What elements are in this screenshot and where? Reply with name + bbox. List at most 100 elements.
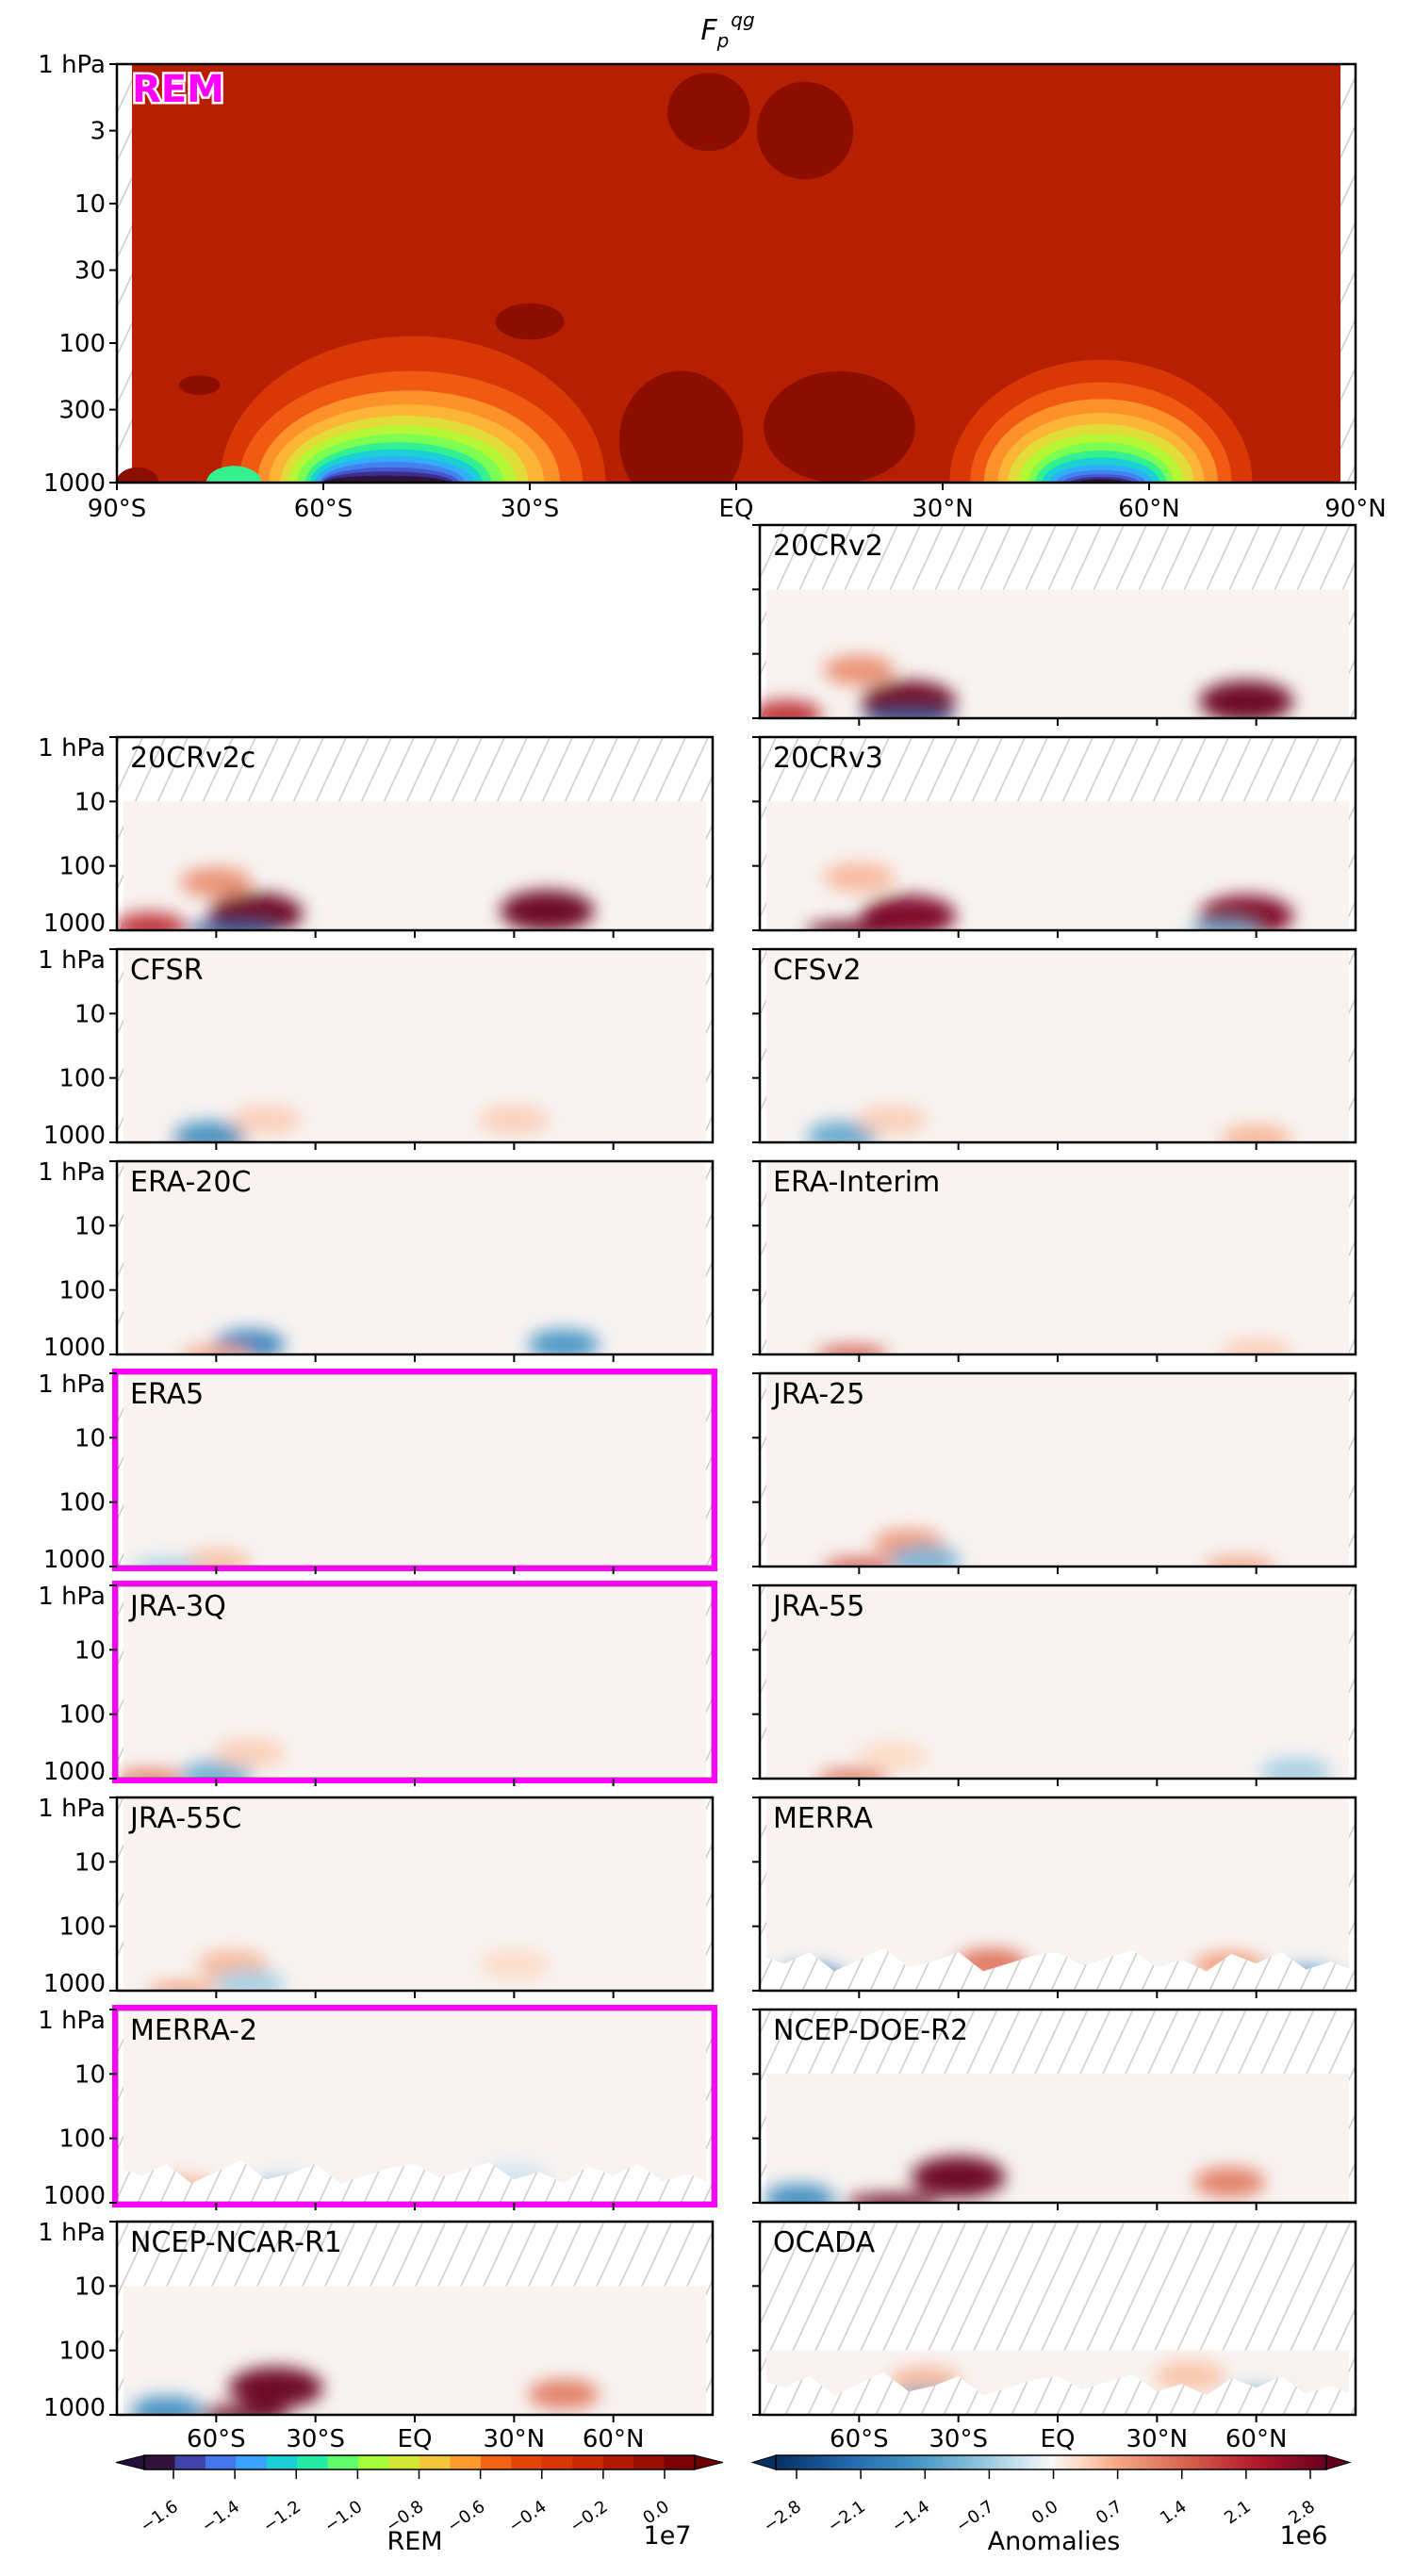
anomaly-feature: [911, 2156, 1006, 2198]
anomaly-feature: [180, 1548, 253, 1567]
below-surface-hatch: [760, 1947, 1356, 1991]
panel-field: [760, 525, 1356, 718]
rem-contour-level: [323, 475, 449, 483]
anomaly-feature: [173, 1121, 246, 1142]
anomaly-blobs: [806, 1105, 1292, 1142]
y-tick-label: 100: [58, 1701, 106, 1730]
colorbar-band: [664, 2455, 696, 2469]
y-tick-label: 10: [74, 2060, 106, 2089]
anomaly-feature: [528, 2379, 600, 2410]
panel-ocada: OCADA 60°S 30°S EQ 30°N 60°N: [752, 2220, 1357, 2453]
rem-dark-contour: [756, 81, 854, 180]
panel-label: NCEP-NCAR-R1: [130, 2226, 342, 2259]
anomaly-background: [123, 949, 706, 1142]
anomaly-feature: [823, 1557, 896, 1567]
y-tick-label: 1 hPa: [38, 51, 106, 79]
panel-field: [117, 1373, 713, 1567]
x-tick-label: 30°S: [286, 2425, 345, 2453]
anomaly-feature: [816, 1768, 889, 1779]
colorbar-band: [541, 2455, 573, 2469]
colorbar-frame: [775, 2454, 1327, 2470]
anomaly-blobs: [130, 1548, 253, 1567]
y-tick-label: 1 hPa: [38, 2219, 106, 2247]
colorbar-extend-max: [694, 2454, 724, 2470]
x-tick-label: 90°N: [1324, 495, 1387, 523]
y-tick-label: 10: [74, 1424, 106, 1452]
y-tick-label: 1 hPa: [38, 946, 106, 975]
x-tick-label: 30°S: [929, 2425, 988, 2453]
panel-jra-55c: JRA-55C 1 hPa 10 100 1000: [38, 1795, 715, 1998]
anomaly-feature: [862, 681, 956, 718]
rem-dark-contour: [764, 370, 915, 483]
panel-label: ERA5: [130, 1378, 204, 1411]
panel-field: [760, 1585, 1356, 1779]
panel-20crv2: 20CRv2: [752, 523, 1357, 726]
panel-field: [760, 1161, 1356, 1354]
colorbar-tick-label: −2.1: [824, 2497, 869, 2536]
anomaly-feature: [856, 1741, 929, 1772]
panel-label: ERA-Interim: [773, 1166, 940, 1199]
rem-dark-contour: [117, 467, 158, 483]
anomaly-feature: [213, 1969, 286, 1991]
y-tick-label: 10: [74, 1636, 106, 1665]
anomaly-blobs: [823, 1529, 1276, 1567]
x-tick-label: 60°N: [583, 2425, 645, 2453]
panel-field: [760, 2010, 1356, 2203]
colorbar-band: [144, 2455, 175, 2469]
colorbar-band: [511, 2455, 543, 2469]
x-tick-label: 60°N: [1118, 495, 1180, 523]
anomaly-blobs: [147, 1949, 551, 1991]
y-tick-label: 3: [90, 118, 106, 146]
panel-field: [117, 2222, 713, 2415]
colorbar-gradient: [776, 2455, 1326, 2469]
panel-era-20c: ERA-20C 1 hPa 10 100 1000: [38, 1158, 715, 1362]
colorbar-tick-label: −1.0: [321, 2497, 366, 2536]
colorbar-band: [450, 2455, 482, 2469]
rem-dark-contour: [178, 375, 221, 395]
anomaly-feature: [117, 911, 187, 930]
y-tick-label: 10: [74, 2272, 106, 2301]
colorbar-tick-label: 0.0: [1028, 2497, 1062, 2529]
panel-cfsv2: CFSv2: [752, 947, 1357, 1150]
y-tick-label: 1000: [43, 1334, 106, 1362]
colorbar-tick-label: 0.7: [1093, 2497, 1126, 2529]
y-tick-label: 1 hPa: [38, 734, 106, 763]
panel-era-interim: ERA-Interim: [752, 1159, 1357, 1362]
anomaly-feature: [147, 1981, 220, 1991]
anomaly-feature: [805, 921, 900, 930]
anomaly-feature: [856, 1105, 929, 1136]
colorbar-title: Anomalies: [988, 2527, 1121, 2556]
anomaly-feature: [117, 1769, 187, 1779]
colorbar-band: [602, 2455, 634, 2469]
panel-field: [117, 2010, 713, 2203]
title-main: F: [700, 14, 717, 47]
anomaly-feature: [228, 2367, 323, 2409]
y-tick-label: 10: [74, 788, 106, 816]
colorbar-tick-label: −0.2: [567, 2497, 612, 2536]
anomaly-feature: [1193, 2167, 1266, 2198]
anomaly-feature: [478, 1949, 551, 1980]
figure-title: Fpqg: [700, 8, 754, 52]
panel-field: [117, 737, 713, 930]
anomaly-blobs: [760, 655, 1294, 718]
colorbar-title: REM: [386, 2527, 442, 2556]
x-tick-label: 30°S: [501, 495, 560, 523]
panel-field: [760, 1373, 1356, 1567]
panel-ncep-doe-r2: NCEP-DOE-R2: [752, 2008, 1357, 2210]
panel-merra-2: MERRA-2 1 hPa 10 100 1000: [38, 2005, 717, 2210]
y-tick-label: 100: [58, 1489, 106, 1518]
anomaly-feature: [862, 894, 956, 930]
panel-label: CFSv2: [773, 954, 862, 987]
anomaly-feature: [1220, 1124, 1292, 1142]
x-tick-label: 30°N: [1126, 2425, 1189, 2453]
colorbar-band: [327, 2455, 359, 2469]
anomaly-feature: [478, 1105, 551, 1136]
panel-label: MERRA-2: [130, 2014, 257, 2047]
panel-field: [117, 1797, 713, 1991]
anomaly-feature: [845, 2193, 940, 2203]
y-tick-label: 100: [58, 1065, 106, 1093]
y-tick-label: 300: [58, 397, 106, 425]
title-subscript: p: [716, 29, 730, 52]
rem-dark-contour: [667, 73, 750, 152]
